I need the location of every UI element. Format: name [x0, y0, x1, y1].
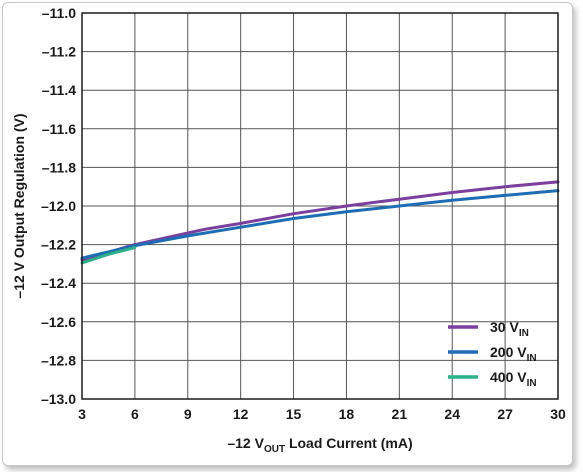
y-tick-label: –12.0 [41, 198, 76, 214]
x-axis-title: –12 VOUT Load Current (mA) [227, 435, 412, 455]
x-tick-labels: 3 6 9 12 15 18 21 24 27 30 [78, 406, 566, 422]
y-tick-label: –11.0 [42, 5, 76, 21]
x-axis-title-suffix: Load Current (mA) [285, 435, 413, 451]
series-line [80, 189, 560, 260]
x-tick-label: 6 [131, 406, 139, 422]
y-tick-label: –12.6 [41, 314, 76, 330]
legend-label: 400 VIN [490, 369, 537, 389]
y-tick-label: –12.8 [41, 352, 76, 368]
series-line [80, 246, 137, 265]
x-axis-title-prefix: –12 V [227, 435, 264, 451]
y-tick-label: –11.8 [42, 159, 76, 175]
x-tick-label: 3 [78, 406, 86, 422]
legend-label: 30 VIN [490, 319, 529, 339]
x-tick-label: 30 [550, 406, 566, 422]
legend-label: 200 VIN [490, 344, 537, 364]
y-tick-label: –11.2 [42, 44, 76, 60]
x-tick-label: 21 [392, 406, 408, 422]
y-tick-label: –12.2 [41, 237, 76, 253]
x-tick-label: 12 [233, 406, 249, 422]
y-tick-label: –11.6 [42, 121, 76, 137]
x-tick-label: 15 [286, 406, 302, 422]
y-tick-label: –13.0 [41, 391, 76, 407]
plot-border [81, 12, 559, 400]
series-lines [80, 180, 560, 265]
y-axis-title: –12 V Output Regulation (V) [11, 113, 27, 298]
x-tick-label: 9 [184, 406, 192, 422]
y-tick-label: –12.4 [41, 275, 76, 291]
series-line [80, 180, 560, 262]
y-tick-label: –11.4 [42, 82, 76, 98]
x-axis-title-subscript: OUT [264, 444, 285, 455]
x-tick-label: 18 [339, 406, 355, 422]
y-tick-labels: –11.0 –11.2 –11.4 –11.6 –11.8 –12.0 –12.2 –12.4… [41, 5, 76, 407]
x-tick-label: 24 [444, 406, 460, 422]
legend: 30 VIN 200 VIN 400 VIN [448, 319, 537, 389]
x-tick-label: 27 [497, 406, 513, 422]
